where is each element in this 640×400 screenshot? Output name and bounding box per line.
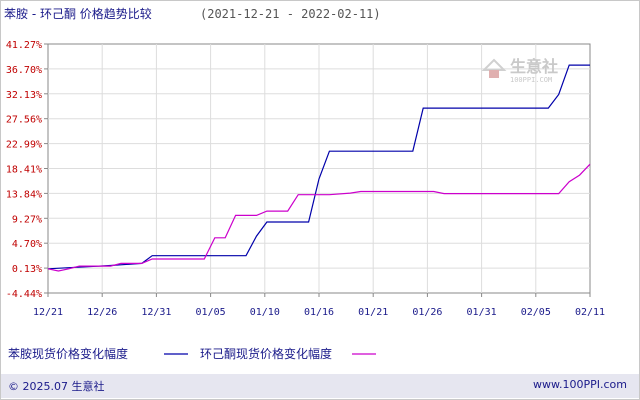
y-axis-ticks: -4.44% 0.13% 4.70% 9.27% 13.84% 18.41% 22.99% 2… xyxy=(6,40,48,300)
watermark-house-body-icon xyxy=(489,70,499,78)
y-tick-label: 4.70% xyxy=(12,239,42,250)
watermark-url: 100PPI.COM xyxy=(510,76,552,84)
x-tick-label: 01/16 xyxy=(304,307,334,318)
x-tick-label: 01/10 xyxy=(250,307,280,318)
x-tick-label: 01/31 xyxy=(467,307,497,318)
chart-title: 苯胺 - 环己酮 价格趋势比较 xyxy=(4,6,152,21)
y-tick-label: 13.84% xyxy=(6,189,42,200)
y-tick-label: 27.56% xyxy=(6,115,42,126)
grid-lines xyxy=(48,44,590,293)
legend-label-aniline: 苯胺现货价格变化幅度 xyxy=(8,346,128,361)
x-tick-label: 12/31 xyxy=(141,307,171,318)
footer-bar xyxy=(1,374,639,398)
y-tick-label: 41.27% xyxy=(6,40,42,51)
x-axis-ticks: 12/21 12/26 12/31 01/05 01/10 01/16 01/21 01/26… xyxy=(33,293,605,318)
y-tick-label: 0.13% xyxy=(12,264,42,275)
y-tick-label: 36.70% xyxy=(6,65,42,76)
watermark-brand: 生意社 xyxy=(510,57,558,76)
y-tick-label: 22.99% xyxy=(6,140,42,151)
y-tick-label: -4.44% xyxy=(6,289,42,300)
footer-site-link[interactable]: www.100PPI.com xyxy=(533,378,627,391)
x-tick-label: 12/26 xyxy=(87,307,117,318)
x-tick-label: 01/21 xyxy=(358,307,388,318)
x-tick-label: 12/21 xyxy=(33,307,63,318)
y-tick-label: 32.13% xyxy=(6,90,42,101)
x-tick-label: 02/11 xyxy=(575,307,605,318)
y-tick-label: 18.41% xyxy=(6,165,42,176)
series-group xyxy=(47,64,591,272)
legend: 苯胺现货价格变化幅度 环己酮现货价格变化幅度 xyxy=(8,346,376,361)
legend-label-cyclohexanone: 环己酮现货价格变化幅度 xyxy=(200,346,332,361)
footer-copyright: © 2025.07 生意社 xyxy=(8,380,105,393)
x-tick-label: 01/26 xyxy=(412,307,442,318)
chart-date-range: (2021-12-21 - 2022-02-11) xyxy=(200,7,381,21)
price-trend-chart: 苯胺 - 环己酮 价格趋势比较 (2021-12-21 - 2022-02-11… xyxy=(4,6,605,361)
series-line-cyclohexanone xyxy=(47,163,591,272)
x-tick-label: 02/05 xyxy=(521,307,551,318)
y-tick-label: 9.27% xyxy=(12,214,42,225)
watermark: 生意社 100PPI.COM xyxy=(481,57,558,84)
x-tick-label: 01/05 xyxy=(196,307,226,318)
